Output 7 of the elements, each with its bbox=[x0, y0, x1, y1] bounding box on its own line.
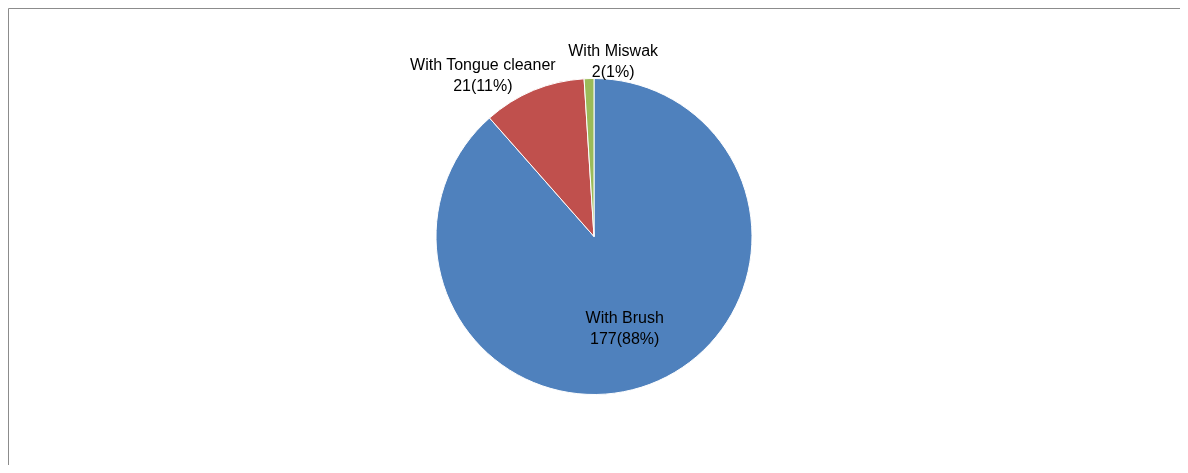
data-label: 21(11%) bbox=[453, 76, 513, 94]
slice-label: With Brush bbox=[585, 308, 664, 326]
pie-slice bbox=[435, 78, 753, 395]
slice-label: With Tongue cleaner bbox=[410, 55, 557, 73]
slice-label: With Miswak bbox=[568, 41, 660, 59]
data-label: 2(1%) bbox=[591, 62, 635, 80]
data-label: 177(88%) bbox=[590, 329, 660, 347]
